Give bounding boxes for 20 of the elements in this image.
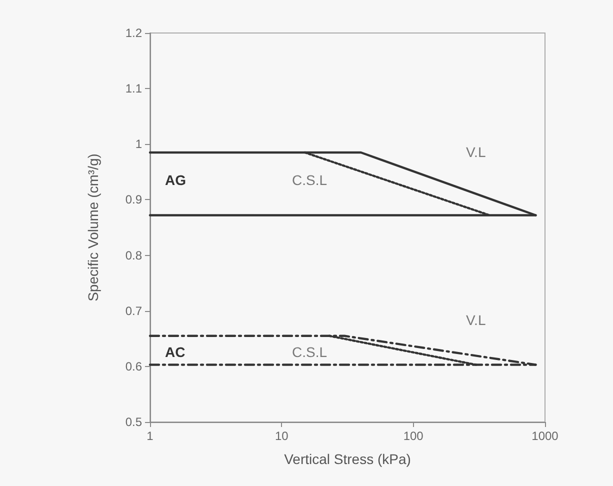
y-tick-label: 0.9 <box>125 192 142 207</box>
x-tick-label: 10 <box>274 429 289 443</box>
annotation: AG <box>165 172 186 188</box>
y-tick-label: 0.5 <box>125 415 142 429</box>
x-tick-label: 1 <box>146 429 154 443</box>
annotation: C.S.L <box>292 172 328 188</box>
annotation: C.S.L <box>292 344 328 360</box>
x-tick-label: 100 <box>403 429 424 443</box>
y-axis-title: Specific Volume (cm³/g) <box>85 154 101 302</box>
y-tick-label: 0.7 <box>125 304 142 318</box>
annotation: AC <box>165 344 186 360</box>
y-tick-label: 0.6 <box>125 359 142 374</box>
y-tick-label: 1 <box>135 137 142 152</box>
y-tick-label: 1.2 <box>125 26 142 40</box>
x-axis-title: Vertical Stress (kPa) <box>284 451 411 467</box>
y-tick-label: 1.1 <box>125 82 142 96</box>
y-tick-label: 0.8 <box>125 248 142 262</box>
annotation: V.L <box>466 312 486 328</box>
x-tick-label: 1000 <box>532 429 559 443</box>
annotation: V.L <box>466 144 486 160</box>
